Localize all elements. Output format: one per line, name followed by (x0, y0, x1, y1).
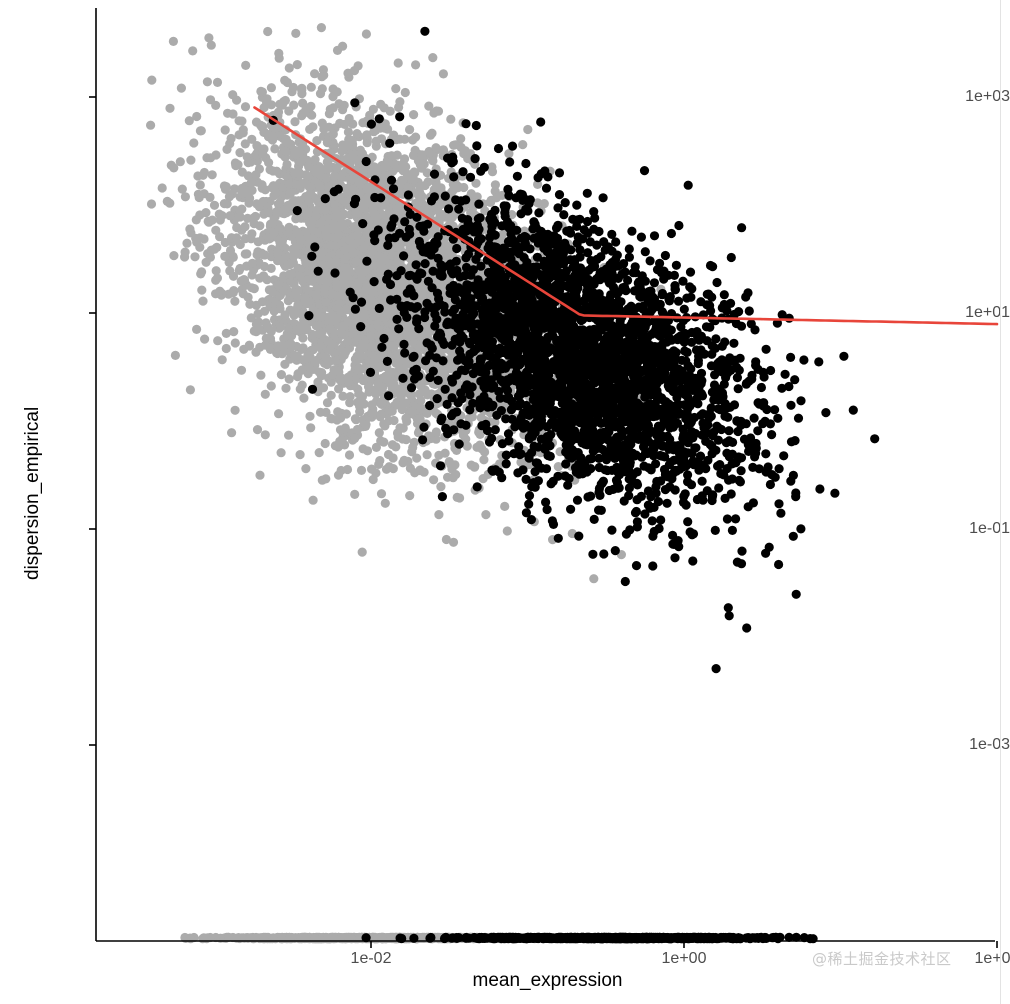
x-axis-title: mean_expression (472, 970, 623, 991)
dispersion-fit-line (253, 106, 999, 326)
scrollbar-edge (1000, 0, 1001, 1004)
watermark-text: @稀土掘金技术社区 (812, 950, 952, 968)
variable-points-layer (268, 26, 880, 944)
axis-tick-marks (89, 96, 998, 948)
y-axis-title: dispersion_empirical (22, 406, 43, 580)
